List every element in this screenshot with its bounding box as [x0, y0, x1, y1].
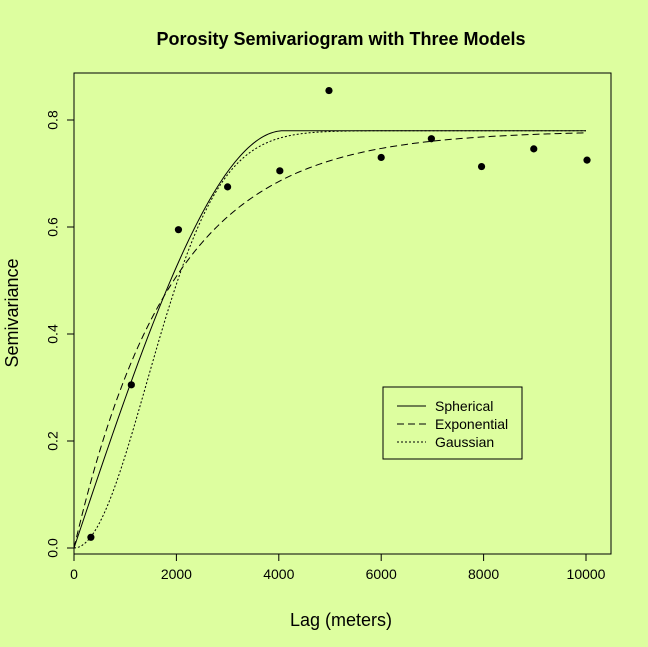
y-tick-label: 0.8 — [45, 110, 61, 130]
chart-title: Porosity Semivariogram with Three Models — [156, 29, 525, 49]
x-tick-label: 8000 — [468, 566, 499, 582]
data-point — [127, 381, 135, 389]
x-axis-label: Lag (meters) — [290, 610, 392, 630]
data-point — [224, 183, 232, 191]
model-curves — [73, 130, 587, 549]
legend-box — [382, 386, 523, 460]
legend-label-spherical: Spherical — [435, 398, 493, 414]
x-tick-label: 10000 — [567, 566, 606, 582]
data-point — [377, 153, 385, 162]
data-point — [583, 156, 591, 164]
data-point — [87, 533, 95, 541]
y-tick-label: 0.0 — [45, 538, 61, 558]
y-tick-label: 0.4 — [45, 324, 61, 344]
data-points — [87, 86, 591, 541]
data-point — [427, 135, 435, 143]
data-point — [530, 145, 538, 153]
data-point — [276, 167, 284, 175]
legend: Spherical Exponential Gaussian — [382, 386, 523, 460]
y-tick-label: 0.2 — [45, 431, 61, 451]
data-point — [325, 86, 333, 95]
x-tick-label: 6000 — [366, 566, 397, 582]
y-tick-label: 0.6 — [45, 217, 61, 237]
x-tick-label: 2000 — [161, 566, 192, 582]
legend-label-gaussian: Gaussian — [435, 434, 494, 450]
data-point — [174, 226, 183, 234]
y-axis: 0.0 0.2 0.4 0.6 0.8 — [45, 110, 75, 558]
model-curve-gaussian — [73, 130, 586, 549]
x-tick-label: 4000 — [263, 566, 294, 582]
y-axis-label: Semivariance — [2, 258, 22, 367]
legend-label-exponential: Exponential — [435, 416, 508, 432]
x-axis: 0 2000 4000 6000 8000 10000 — [70, 553, 606, 582]
x-tick-label: 0 — [70, 566, 78, 582]
model-curve-exponential — [73, 132, 587, 549]
data-point — [477, 162, 486, 171]
